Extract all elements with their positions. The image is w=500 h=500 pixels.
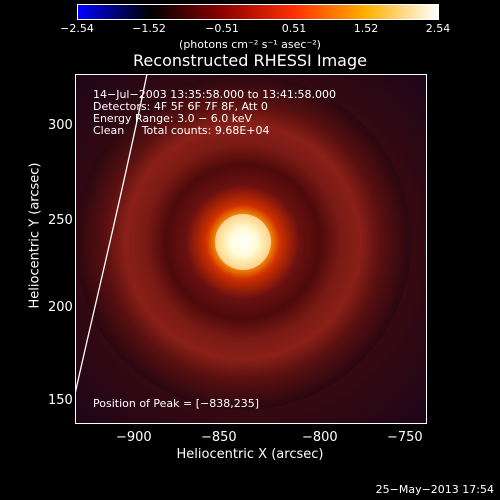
- x-tick-label: −900: [116, 430, 152, 445]
- x-tick-label: −750: [387, 430, 423, 445]
- solar-limb-line: [75, 74, 148, 395]
- info-line-energy: Energy Range: 3.0 − 6.0 keV: [93, 112, 253, 125]
- x-axis-title: Heliocentric X (arcsec): [176, 447, 324, 462]
- colorbar-tick: 0.51: [281, 22, 307, 35]
- plot-frame: [75, 74, 427, 424]
- colorbar-tick: 2.54: [425, 22, 451, 35]
- y-tick-label: 300: [48, 118, 73, 133]
- peak-source: [215, 214, 271, 270]
- info-line-time: 14−Jul−2003 13:35:58.000 to 13:41:58.000: [93, 88, 337, 101]
- timestamp: 25−May−2013 17:54: [375, 483, 494, 496]
- y-tick-label: 200: [48, 300, 73, 315]
- colorbar-tick: −0.51: [205, 22, 239, 35]
- rhessi-image-plot: [75, 74, 427, 424]
- y-tick-label: 150: [48, 393, 73, 408]
- info-line-detectors: Detectors: 4F 5F 6F 7F 8F, Att 0: [93, 100, 268, 113]
- x-tick-label: −850: [201, 430, 237, 445]
- colorbar-tick: −2.54: [60, 22, 94, 35]
- colorbar: [77, 4, 439, 20]
- colorbar-units: (photons cm⁻² s⁻¹ asec⁻²): [179, 38, 321, 51]
- y-tick-label: 250: [48, 213, 73, 228]
- y-axis-title: Heliocentric Y (arcsec): [27, 162, 43, 309]
- peak-position-label: Position of Peak = [−838,235]: [93, 397, 260, 410]
- info-line-counts: Clean Total counts: 9.68E+04: [93, 124, 270, 137]
- x-tick-label: −800: [302, 430, 338, 445]
- image-title: Reconstructed RHESSI Image: [133, 51, 367, 70]
- colorbar-tick: 1.52: [353, 22, 379, 35]
- colorbar-tick: −1.52: [132, 22, 166, 35]
